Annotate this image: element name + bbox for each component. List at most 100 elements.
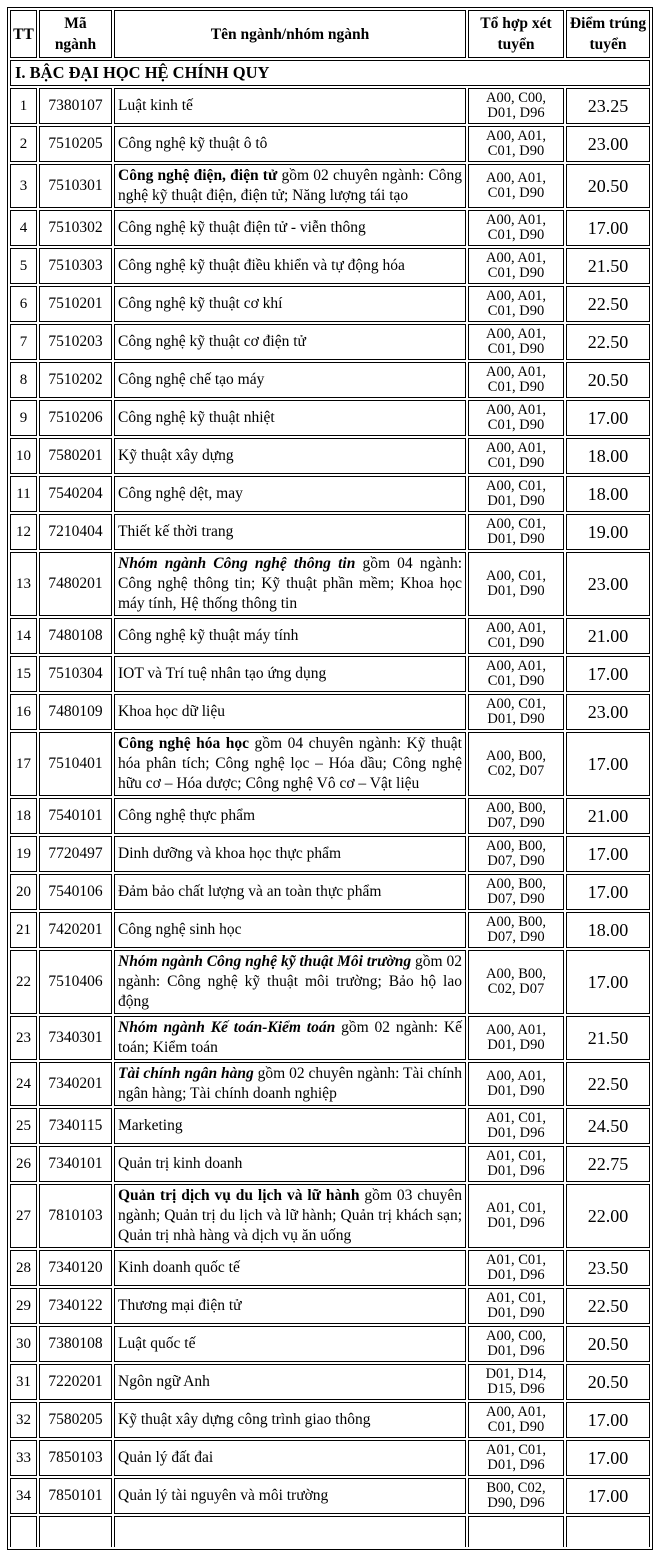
major-name: Marketing <box>114 1108 466 1144</box>
row-index: 3 <box>10 164 37 208</box>
admission-score: 17.00 <box>566 656 650 692</box>
major-code: 7510304 <box>39 656 112 692</box>
major-code: 7220201 <box>39 1364 112 1400</box>
partial-cell <box>39 1516 112 1547</box>
row-index: 24 <box>10 1062 37 1106</box>
major-code: 7340122 <box>39 1288 112 1324</box>
admission-score: 17.00 <box>566 732 650 796</box>
admission-score: 22.50 <box>566 324 650 360</box>
major-name: Dinh dưỡng và khoa học thực phẩm <box>114 836 466 872</box>
subject-combos: A00, A01, C01, D90 <box>468 1402 564 1438</box>
major-code: 7540204 <box>39 476 112 512</box>
table-row: 31 7220201 Ngôn ngữ Anh D01, D14, D15, D96 2… <box>10 1364 650 1400</box>
major-name-emphasis: Nhóm ngành Kế toán-Kiểm toán <box>118 1019 336 1036</box>
major-code: 7510205 <box>39 126 112 162</box>
major-name: Ngôn ngữ Anh <box>114 1364 466 1400</box>
subject-combos: A00, B00, C02, D07 <box>468 732 564 796</box>
table-row: 22 7510406 Nhóm ngành Công nghệ kỹ thuật M… <box>10 950 650 1014</box>
admission-score: 18.00 <box>566 912 650 948</box>
row-index: 19 <box>10 836 37 872</box>
admission-score: 20.50 <box>566 1364 650 1400</box>
table-row: 6 7510201 Công nghệ kỹ thuật cơ khí A00, A0… <box>10 286 650 322</box>
row-index: 21 <box>10 912 37 948</box>
row-index: 8 <box>10 362 37 398</box>
header-admission-score: Điểm trúng tuyển <box>566 10 650 58</box>
major-name: Công nghệ kỹ thuật điều khiển và tự động… <box>114 248 466 284</box>
major-code: 7480109 <box>39 694 112 730</box>
subject-combos: A00, B00, D07, D90 <box>468 836 564 872</box>
table-row: 27 7810103 Quản trị dịch vụ du lịch và lữ … <box>10 1184 650 1248</box>
row-index: 4 <box>10 210 37 246</box>
major-name: Khoa học dữ liệu <box>114 694 466 730</box>
table-row: 28 7340120 Kinh doanh quốc tế A01, C01, D01… <box>10 1250 650 1286</box>
major-code: 7850103 <box>39 1440 112 1476</box>
row-index: 26 <box>10 1146 37 1182</box>
table-row: 24 7340201 Tài chính ngân hàng gồm 02 chuy… <box>10 1062 650 1106</box>
table-header: TT Mã ngành Tên ngành/nhóm ngành Tổ hợp … <box>10 10 650 58</box>
subject-combos: A00, A01, C01, D90 <box>468 248 564 284</box>
major-code: 7810103 <box>39 1184 112 1248</box>
row-index: 22 <box>10 950 37 1014</box>
table-row: 32 7580205 Kỹ thuật xây dựng công trình gi… <box>10 1402 650 1438</box>
row-index: 23 <box>10 1016 37 1060</box>
row-index: 1 <box>10 88 37 124</box>
table-row: 12 7210404 Thiết kế thời trang A00, C01, D0… <box>10 514 650 550</box>
major-name: Quản lý đất đai <box>114 1440 466 1476</box>
major-code: 7510401 <box>39 732 112 796</box>
major-code: 7510303 <box>39 248 112 284</box>
subject-combos: A00, A01, C01, D90 <box>468 362 564 398</box>
row-index: 33 <box>10 1440 37 1476</box>
major-code: 7380108 <box>39 1326 112 1362</box>
admission-score: 17.00 <box>566 1440 650 1476</box>
row-index: 16 <box>10 694 37 730</box>
subject-combos: A01, C01, D01, D96 <box>468 1108 564 1144</box>
header-subject-combo: Tổ hợp xét tuyển <box>468 10 564 58</box>
admission-score: 22.50 <box>566 286 650 322</box>
major-name: Công nghệ kỹ thuật cơ khí <box>114 286 466 322</box>
table-row: 7 7510203 Công nghệ kỹ thuật cơ điện tử A00… <box>10 324 650 360</box>
row-index: 10 <box>10 438 37 474</box>
subject-combos: A00, A01, C01, D90 <box>468 656 564 692</box>
partial-cell <box>10 1516 37 1547</box>
major-code: 7510203 <box>39 324 112 360</box>
subject-combos: A01, C01, D01, D96 <box>468 1146 564 1182</box>
header-row: TT Mã ngành Tên ngành/nhóm ngành Tổ hợp … <box>10 10 650 58</box>
row-index: 18 <box>10 798 37 834</box>
header-tt: TT <box>10 10 37 58</box>
major-name-emphasis: Quản trị dịch vụ du lịch và lữ hành <box>118 1187 360 1204</box>
major-code: 7850101 <box>39 1478 112 1514</box>
major-name: Công nghệ điện, điện tử gồm 02 chuyên ng… <box>114 164 466 208</box>
admission-score: 22.75 <box>566 1146 650 1182</box>
major-name-emphasis: Nhóm ngành Công nghệ kỹ thuật Môi trường <box>118 953 412 970</box>
admission-score: 21.50 <box>566 248 650 284</box>
admission-score: 23.00 <box>566 126 650 162</box>
table-row: 16 7480109 Khoa học dữ liệu A00, C01, D01, … <box>10 694 650 730</box>
admission-score: 18.00 <box>566 438 650 474</box>
subject-combos: A00, C00, D01, D96 <box>468 88 564 124</box>
partial-cell <box>566 1516 650 1547</box>
major-name: Công nghệ kỹ thuật cơ điện tử <box>114 324 466 360</box>
subject-combos: A00, C00, D01, D96 <box>468 1326 564 1362</box>
admission-score: 24.50 <box>566 1108 650 1144</box>
partial-cell <box>468 1516 564 1547</box>
admission-score: 17.00 <box>566 950 650 1014</box>
admission-score: 22.50 <box>566 1288 650 1324</box>
major-code: 7340201 <box>39 1062 112 1106</box>
major-name: Công nghệ kỹ thuật máy tính <box>114 618 466 654</box>
major-name-emphasis: Nhóm ngành Công nghệ thông tin <box>118 555 356 572</box>
admission-score: 19.00 <box>566 514 650 550</box>
row-index: 6 <box>10 286 37 322</box>
admission-score: 17.00 <box>566 874 650 910</box>
row-index: 2 <box>10 126 37 162</box>
major-name: Nhóm ngành Công nghệ thông tin gồm 04 ng… <box>114 552 466 616</box>
table-row: 13 7480201 Nhóm ngành Công nghệ thông tin … <box>10 552 650 616</box>
major-code: 7510301 <box>39 164 112 208</box>
major-name: Công nghệ chế tạo máy <box>114 362 466 398</box>
subject-combos: A00, B00, D07, D90 <box>468 912 564 948</box>
major-code: 7720497 <box>39 836 112 872</box>
partial-cell <box>114 1516 466 1547</box>
major-code: 7340115 <box>39 1108 112 1144</box>
row-index: 7 <box>10 324 37 360</box>
major-code: 7510206 <box>39 400 112 436</box>
admission-score: 17.00 <box>566 210 650 246</box>
